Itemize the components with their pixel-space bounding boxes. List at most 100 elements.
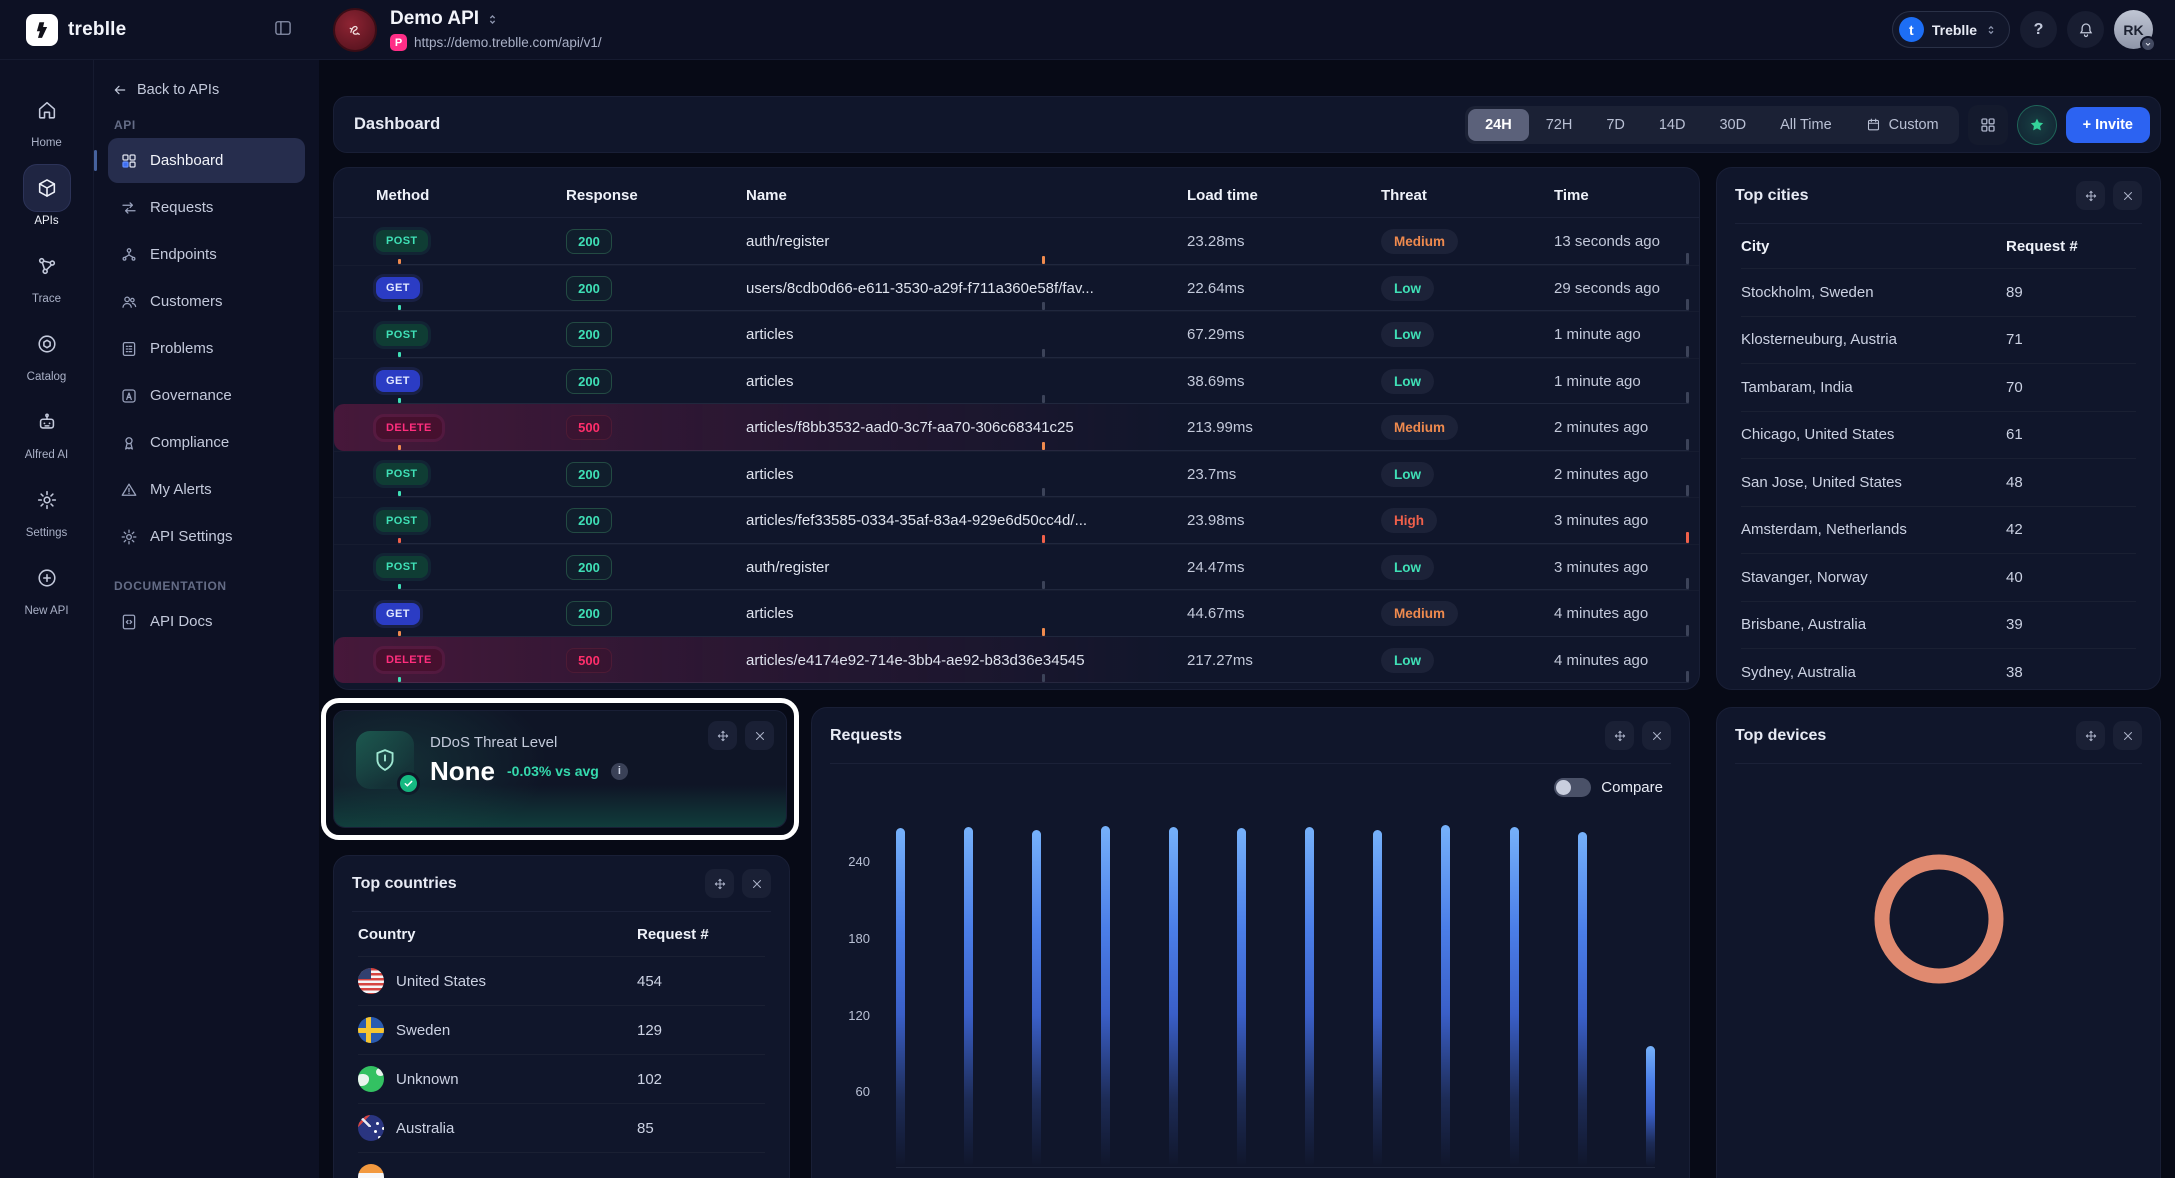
- requests-chart-title: Requests: [830, 726, 903, 744]
- collapse-sidebar-button[interactable]: [269, 16, 297, 44]
- sidebar-item-api-docs[interactable]: API Docs: [108, 599, 305, 644]
- close-widget-button[interactable]: [2113, 181, 2142, 210]
- requests-chart-header: Requests: [812, 708, 1689, 763]
- widgets-grid-button[interactable]: [1967, 104, 2008, 145]
- range-button-72h[interactable]: 72H: [1529, 109, 1590, 141]
- top-countries-title: Top countries: [352, 874, 457, 892]
- rail-item-home[interactable]: Home: [23, 86, 71, 149]
- request-row[interactable]: POST 200 articles/fef33585-0334-35af-83a4-…: [334, 497, 1699, 544]
- close-widget-button[interactable]: [742, 869, 771, 898]
- flag-unknown-icon: [358, 1066, 384, 1092]
- ddos-text: DDoS Threat Level None -0.03% vs avg i: [430, 734, 628, 787]
- close-widget-button[interactable]: [745, 721, 774, 750]
- bar-8: [1373, 829, 1383, 1167]
- request-row[interactable]: DELETE 500 articles/e4174e92-714e-3bb4-ae9…: [334, 636, 1699, 683]
- robot-icon-box: [23, 398, 71, 446]
- response-cell: 200: [566, 275, 746, 301]
- country-cell: Sweden: [358, 1017, 637, 1043]
- rail-item-new-api[interactable]: New API: [23, 554, 71, 617]
- city-request-count: 40: [2006, 568, 2023, 586]
- shield-icon-box: [356, 731, 420, 795]
- sidebar-item-governance[interactable]: Governance: [108, 373, 305, 418]
- sidebar-item-dashboard[interactable]: Dashboard: [94, 138, 305, 183]
- load-time: 38.69ms: [1187, 372, 1245, 390]
- bar-4: [1100, 825, 1110, 1167]
- sidebar-item-customers[interactable]: Customers: [108, 279, 305, 324]
- col-city: City: [1741, 237, 1770, 255]
- close-widget-button[interactable]: [1642, 721, 1671, 750]
- range-button-30d[interactable]: 30D: [1702, 109, 1763, 141]
- range-button-7d[interactable]: 7D: [1589, 109, 1642, 141]
- method-cell: GET: [376, 602, 566, 625]
- move-widget-button[interactable]: [1605, 721, 1634, 750]
- workspace-switcher[interactable]: t Treblle: [1891, 11, 2010, 48]
- request-row[interactable]: POST 200 auth/register 23.28ms Medium 13 seco…: [334, 218, 1699, 265]
- request-row[interactable]: POST 200 articles 67.29ms Low 1 minute ago: [334, 311, 1699, 358]
- country-request-count: 454: [637, 972, 663, 990]
- flag-in-icon: [358, 1164, 384, 1178]
- favorite-button[interactable]: [2016, 104, 2057, 145]
- trace-icon-box: [23, 242, 71, 290]
- sidebar-item-label: Governance: [150, 387, 232, 404]
- sidebar-item-api-settings[interactable]: API Settings: [108, 514, 305, 559]
- sidebar-item-my-alerts[interactable]: My Alerts: [108, 467, 305, 512]
- move-widget-button[interactable]: [2076, 721, 2105, 750]
- sidebar-item-problems[interactable]: Problems: [108, 326, 305, 371]
- method-cell: POST: [376, 556, 566, 579]
- info-icon[interactable]: i: [610, 762, 628, 780]
- compare-toggle[interactable]: [1554, 778, 1592, 797]
- invite-button[interactable]: + Invite: [2065, 106, 2150, 143]
- back-to-apis-link[interactable]: Back to APIs: [108, 82, 305, 98]
- request-row[interactable]: POST 200 articles 23.7ms Low 2 minutes ago: [334, 450, 1699, 497]
- home-icon: [38, 101, 55, 119]
- city-row: Stockholm, Sweden 89: [1741, 268, 2136, 316]
- sidebar-item-endpoints[interactable]: Endpoints: [108, 232, 305, 277]
- threat-badge: High: [398, 508, 1689, 544]
- icon-rail: Home APIs Trace Catalog Alfred AI Settings New…: [0, 60, 94, 1178]
- api-title: Demo API: [390, 8, 480, 29]
- request-row[interactable]: DELETE 500 articles/f8bb3532-aad0-3c7f-aa7…: [334, 404, 1699, 451]
- sidebar-item-requests[interactable]: Requests: [108, 185, 305, 230]
- topbar-actions: t Treblle ? RK: [1891, 10, 2175, 52]
- request-row[interactable]: GET 200 users/8cdb0d66-e611-3530-a29f-f711…: [334, 264, 1699, 311]
- range-button-24h[interactable]: 24H: [1468, 108, 1529, 141]
- users-icon: [122, 295, 137, 308]
- response-cell: 200: [566, 508, 746, 534]
- api-title-row[interactable]: Demo API: [390, 8, 602, 30]
- rail-item-trace[interactable]: Trace: [23, 242, 71, 305]
- method-cell: GET: [376, 277, 566, 300]
- notifications-button[interactable]: [2067, 11, 2104, 48]
- range-button-all-time[interactable]: All Time: [1763, 109, 1849, 141]
- help-button[interactable]: ?: [2020, 11, 2057, 48]
- move-widget-button[interactable]: [2076, 181, 2105, 210]
- city-request-count: 39: [2006, 616, 2023, 634]
- response-badge: 200: [566, 228, 612, 254]
- rail-item-label: Catalog: [26, 371, 67, 383]
- range-button-custom[interactable]: Custom: [1849, 109, 1956, 141]
- close-widget-button[interactable]: [2113, 721, 2142, 750]
- rail-item-apis[interactable]: APIs: [22, 164, 71, 227]
- sidebar: Back to APIs API Dashboard Requests Endpoi…: [94, 60, 319, 1178]
- load-time: 67.29ms: [1187, 326, 1245, 344]
- request-row[interactable]: GET 200 articles 44.67ms Medium 4 minutes ago: [334, 590, 1699, 637]
- custom-range-label: Custom: [1888, 116, 1939, 133]
- dashboard-toolbar: Dashboard 24H 72H 7D 14D 30D All Time Custom +…: [333, 96, 2161, 153]
- catalog-icon-box: [23, 320, 71, 368]
- range-button-14d[interactable]: 14D: [1642, 109, 1703, 141]
- rail-item-alfred-ai[interactable]: Alfred AI: [23, 398, 71, 461]
- request-row[interactable]: POST 200 auth/register 24.47ms Low 3 minutes …: [334, 543, 1699, 590]
- treblle-brand[interactable]: treblle: [26, 13, 126, 46]
- city-name: Sydney, Australia: [1741, 663, 1856, 681]
- move-widget-button[interactable]: [708, 721, 737, 750]
- endpoints-icon: [122, 247, 136, 261]
- sidebar-item-label: API Docs: [150, 613, 213, 630]
- move-widget-button[interactable]: [705, 869, 734, 898]
- rail-item-catalog[interactable]: Catalog: [23, 320, 71, 383]
- sidebar-item-compliance[interactable]: Compliance: [108, 420, 305, 465]
- user-avatar[interactable]: RK: [2114, 10, 2156, 52]
- select-updown-icon: [489, 14, 496, 24]
- request-row[interactable]: GET 200 articles 38.69ms Low 1 minute ago: [334, 357, 1699, 404]
- rail-item-settings[interactable]: Settings: [23, 476, 71, 539]
- flag-us-icon: [358, 968, 384, 994]
